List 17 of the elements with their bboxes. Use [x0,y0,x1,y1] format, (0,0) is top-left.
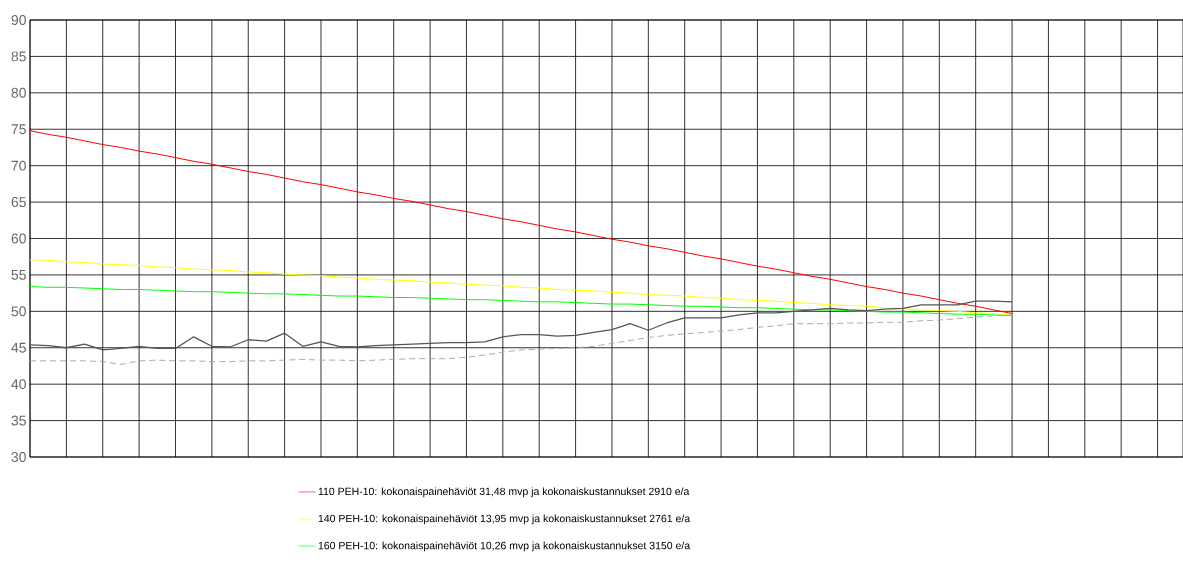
y-tick-label: 85 [11,51,26,62]
y-tick-label: 70 [11,160,26,171]
y-tick-label: 40 [11,379,26,390]
y-tick-label: 90 [11,15,26,25]
legend-label: 110 PEH-10: kokonaispainehäviöt 31,48 mvp ja kokonaiskustannukset 2910 e/a [318,487,690,498]
legend-label: 140 PEH-10: kokonaispainehäviöt 13,95 mvp ja kokonaiskustannukset 2761 e/a [318,514,691,525]
y-tick-label: 55 [11,270,26,280]
y-tick-label: 60 [11,233,26,244]
y-tick-label: 35 [11,415,26,426]
y-tick-label: 80 [11,87,26,98]
y-tick-label: 75 [11,124,26,135]
y-tick-label: 30 [11,452,26,462]
line-series [29,130,1013,315]
legend-label: 160 PEH-10: kokonaispainehäviöt 10,26 mvp ja kokonaiskustannukset 3150 e/a [318,541,691,552]
y-tick-label: 45 [11,342,26,353]
y-tick-label: 65 [11,197,26,208]
y-tick-label: 50 [11,306,26,317]
